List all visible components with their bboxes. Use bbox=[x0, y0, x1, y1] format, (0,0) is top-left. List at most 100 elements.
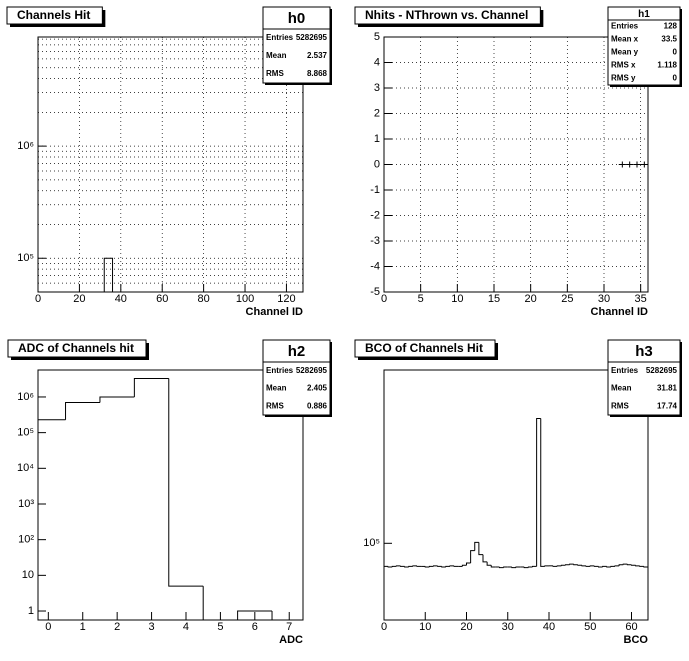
stats-value: 2.405 bbox=[307, 384, 328, 393]
stats-name: h1 bbox=[638, 9, 650, 20]
histogram-bin bbox=[445, 565, 450, 567]
histogram-bin bbox=[486, 561, 492, 566]
x-tick-label: 10 bbox=[419, 621, 431, 633]
title-frame bbox=[6, 6, 103, 25]
x-tick-label: 0 bbox=[381, 621, 387, 633]
plot-area bbox=[618, 161, 648, 168]
histogram-bin bbox=[544, 565, 549, 567]
y-tick-label: 10⁶ bbox=[17, 140, 34, 152]
stats-label: RMS x bbox=[611, 61, 636, 70]
data-point bbox=[618, 161, 626, 168]
histogram-bin bbox=[503, 566, 508, 568]
y-tick-label: 1 bbox=[28, 605, 34, 617]
histogram-bin bbox=[404, 566, 409, 568]
histogram-bin bbox=[99, 396, 135, 403]
histogram-bin bbox=[133, 377, 169, 397]
x-tick-label: 6 bbox=[252, 621, 258, 633]
stats-box: h3 Entries 5282695 Mean 31.81 RMS 17.74 bbox=[607, 339, 682, 417]
histogram-bin bbox=[606, 566, 611, 568]
stats-value: 0 bbox=[673, 74, 678, 83]
x-tick-label: 0 bbox=[35, 293, 41, 305]
x-tick-label: 4 bbox=[183, 621, 189, 633]
histogram-bin bbox=[585, 565, 591, 567]
x-tick-label: 10 bbox=[451, 293, 463, 305]
stats-value: 17.74 bbox=[657, 401, 678, 410]
histogram-bin bbox=[391, 565, 397, 567]
histogram-bin bbox=[202, 586, 238, 620]
x-axis-title: ADC bbox=[279, 634, 303, 646]
x-tick-label: 60 bbox=[156, 293, 168, 305]
pad: 0 20 40 60 80 100 120 10⁵ 10⁶ Channel ID Channels … bbox=[6, 6, 332, 318]
x-tick-label: 20 bbox=[460, 621, 472, 633]
x-tick-label: 40 bbox=[543, 621, 555, 633]
histogram-bin bbox=[482, 554, 488, 563]
histogram-bin bbox=[631, 564, 636, 566]
x-tick-label: 40 bbox=[115, 293, 127, 305]
x-tick-label: 5 bbox=[418, 293, 424, 305]
stats-value: 128 bbox=[664, 22, 678, 31]
stats-value: 5282695 bbox=[646, 366, 678, 375]
title-box: Channels Hit bbox=[6, 6, 106, 27]
y-tick-label: 10² bbox=[18, 534, 34, 546]
title-box: Nhits - NThrown vs. Channel bbox=[354, 6, 544, 27]
histogram-bin bbox=[416, 565, 422, 567]
stats-label: Entries bbox=[611, 366, 639, 375]
pad: 0 5 10 15 20 25 30 35 -5 -4 -3 -2 -1 0 1 2 3 4 5 Channel ID… bbox=[354, 6, 682, 318]
histogram-bin bbox=[577, 564, 582, 566]
histogram-bin bbox=[499, 566, 504, 569]
histogram-bin bbox=[552, 565, 558, 567]
histogram-bin bbox=[466, 562, 471, 566]
stats-value: 8.868 bbox=[307, 69, 328, 78]
x-tick-label: 60 bbox=[625, 621, 637, 633]
title-frame bbox=[354, 339, 496, 358]
stats-label: RMS y bbox=[611, 74, 636, 83]
histogram-bin bbox=[560, 564, 566, 566]
stats-value: 1.118 bbox=[657, 61, 677, 70]
histogram-bin bbox=[618, 564, 624, 566]
y-tick-label: 10⁵ bbox=[17, 427, 34, 439]
chart-title: Nhits - NThrown vs. Channel bbox=[365, 8, 528, 22]
y-tick-label: 5 bbox=[374, 31, 380, 43]
stats-value: 0 bbox=[673, 48, 678, 57]
x-tick-label: 100 bbox=[236, 293, 254, 305]
histogram-bin bbox=[610, 565, 615, 567]
y-tick-label: 1 bbox=[374, 133, 380, 145]
y-tick-label: 10⁵ bbox=[363, 537, 380, 549]
stats-name: h0 bbox=[288, 10, 306, 27]
stats-label: Mean bbox=[611, 384, 632, 393]
x-tick-label: 1 bbox=[80, 621, 86, 633]
x-axis-title: Channel ID bbox=[246, 306, 304, 318]
data-point bbox=[626, 161, 634, 168]
y-tick-label: -2 bbox=[370, 209, 380, 221]
stats-label: Mean bbox=[266, 384, 287, 393]
stats-box: h0 Entries 5282695 Mean 2.537 RMS 8.868 bbox=[262, 6, 332, 85]
histogram-bin bbox=[437, 565, 442, 567]
frame bbox=[37, 36, 304, 293]
x-tick-label: 30 bbox=[598, 293, 610, 305]
plot-area bbox=[384, 418, 648, 620]
histogram-bin bbox=[387, 566, 393, 568]
stats-label: Entries bbox=[266, 366, 294, 375]
histogram-bin bbox=[103, 257, 114, 292]
title-box: ADC of Channels hit bbox=[7, 339, 149, 360]
stats-label: RMS bbox=[266, 401, 284, 410]
y-tick-label: -5 bbox=[370, 286, 380, 298]
histogram-bin bbox=[474, 541, 479, 551]
stats-value: 2.537 bbox=[307, 51, 328, 60]
histogram-bin bbox=[639, 565, 644, 567]
stats-name: h2 bbox=[288, 343, 306, 360]
y-tick-label: 10 bbox=[22, 569, 34, 581]
histogram-bin bbox=[441, 566, 446, 568]
histogram-bin bbox=[593, 565, 599, 567]
histogram-bin bbox=[540, 418, 545, 567]
x-tick-label: 15 bbox=[488, 293, 500, 305]
x-tick-label: 7 bbox=[286, 621, 292, 633]
chart-title: BCO of Channels Hit bbox=[365, 341, 483, 355]
histogram-bin bbox=[433, 565, 438, 567]
stats-box: h2 Entries 5282695 Mean 2.405 RMS 0.886 bbox=[262, 339, 332, 417]
x-tick-label: 80 bbox=[198, 293, 210, 305]
x-tick-label: 0 bbox=[45, 621, 51, 633]
y-tick-label: 3 bbox=[374, 82, 380, 94]
